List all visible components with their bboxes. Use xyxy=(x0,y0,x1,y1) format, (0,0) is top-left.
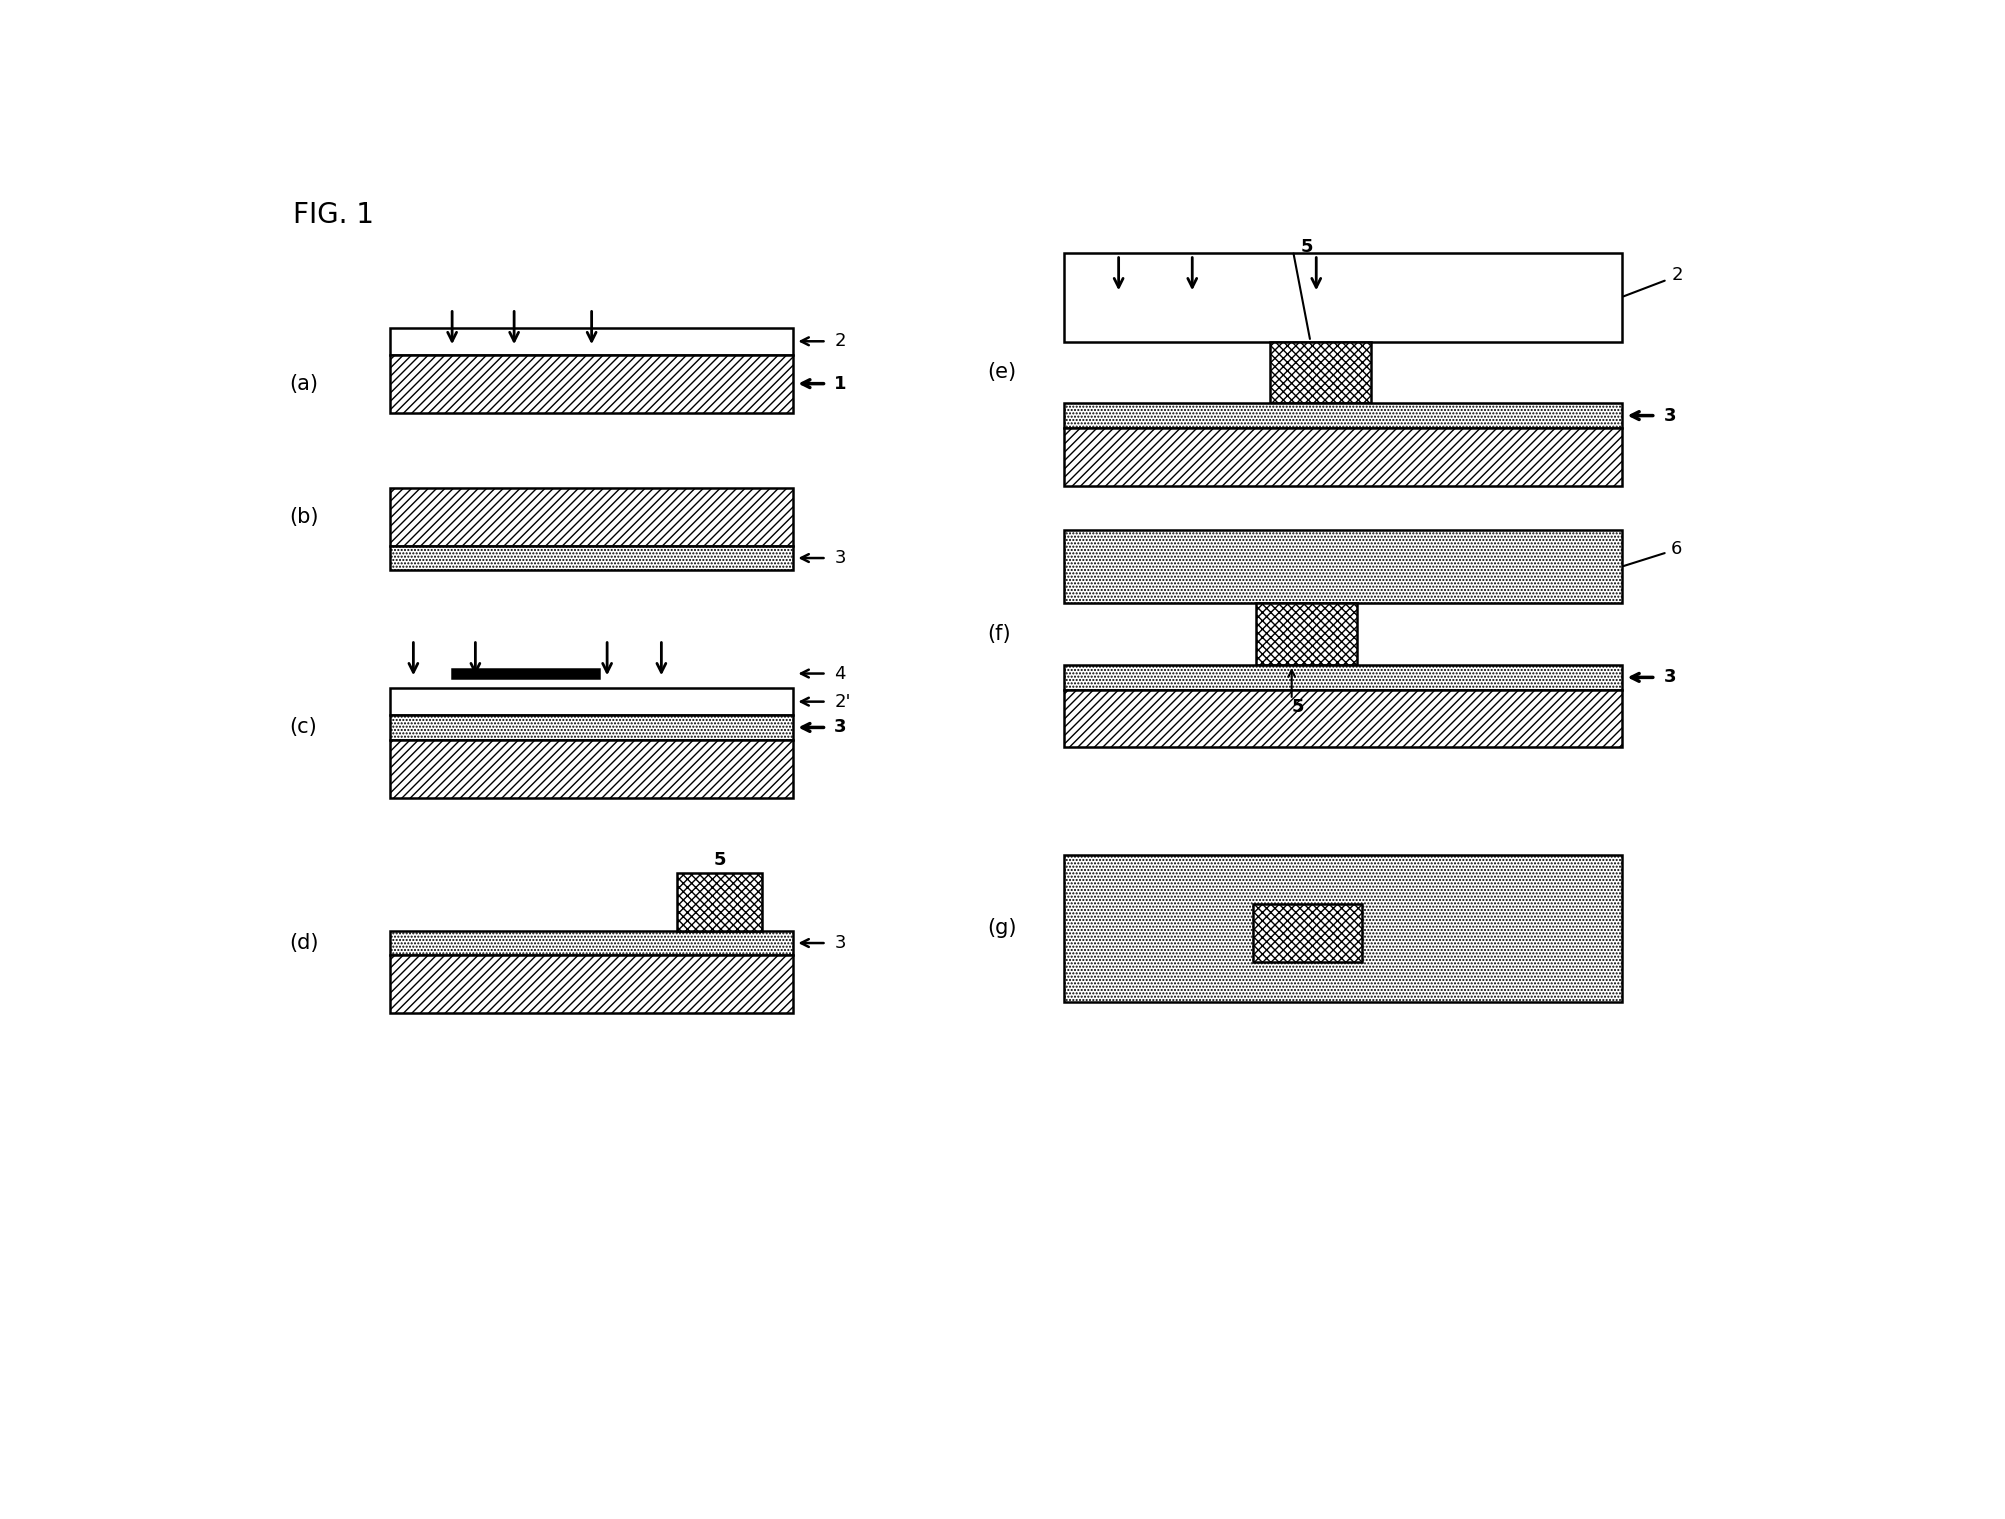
Text: (a): (a) xyxy=(289,374,319,393)
Text: 5: 5 xyxy=(714,851,726,869)
Bar xyxy=(1257,603,1357,665)
Text: 2': 2' xyxy=(834,693,850,711)
Bar xyxy=(391,355,794,413)
Text: 5: 5 xyxy=(1291,699,1303,717)
Bar xyxy=(1065,530,1622,603)
Text: 2: 2 xyxy=(834,333,846,351)
Text: 2: 2 xyxy=(1672,266,1682,284)
Bar xyxy=(391,715,794,740)
Bar xyxy=(678,873,762,931)
Bar xyxy=(1065,254,1622,342)
Bar xyxy=(391,328,794,355)
Bar xyxy=(391,931,794,955)
Bar xyxy=(1065,428,1622,486)
Text: 3: 3 xyxy=(1664,668,1676,687)
Text: (e): (e) xyxy=(986,363,1017,383)
Text: 1: 1 xyxy=(834,375,846,392)
Text: 3: 3 xyxy=(1664,407,1676,425)
Bar xyxy=(1253,904,1361,962)
Text: 3: 3 xyxy=(834,548,846,567)
Text: (c): (c) xyxy=(289,717,317,737)
Bar xyxy=(1065,665,1622,690)
Bar xyxy=(1065,403,1622,428)
Text: (b): (b) xyxy=(289,507,319,527)
Text: 3: 3 xyxy=(834,934,846,952)
Text: 3: 3 xyxy=(834,718,846,737)
Bar xyxy=(391,488,794,545)
Bar xyxy=(391,955,794,1013)
Text: (f): (f) xyxy=(986,624,1011,644)
Text: 5: 5 xyxy=(1301,238,1313,257)
Bar xyxy=(391,545,794,570)
Text: FIG. 1: FIG. 1 xyxy=(293,201,375,229)
Bar xyxy=(1269,342,1371,403)
Text: 4: 4 xyxy=(834,664,846,682)
Text: (d): (d) xyxy=(289,933,319,952)
Bar xyxy=(391,740,794,797)
Bar xyxy=(391,688,794,715)
Bar xyxy=(451,668,599,677)
Bar xyxy=(1065,855,1622,1001)
Text: 6: 6 xyxy=(1672,539,1682,557)
Text: (g): (g) xyxy=(986,919,1017,939)
Bar xyxy=(1065,690,1622,747)
